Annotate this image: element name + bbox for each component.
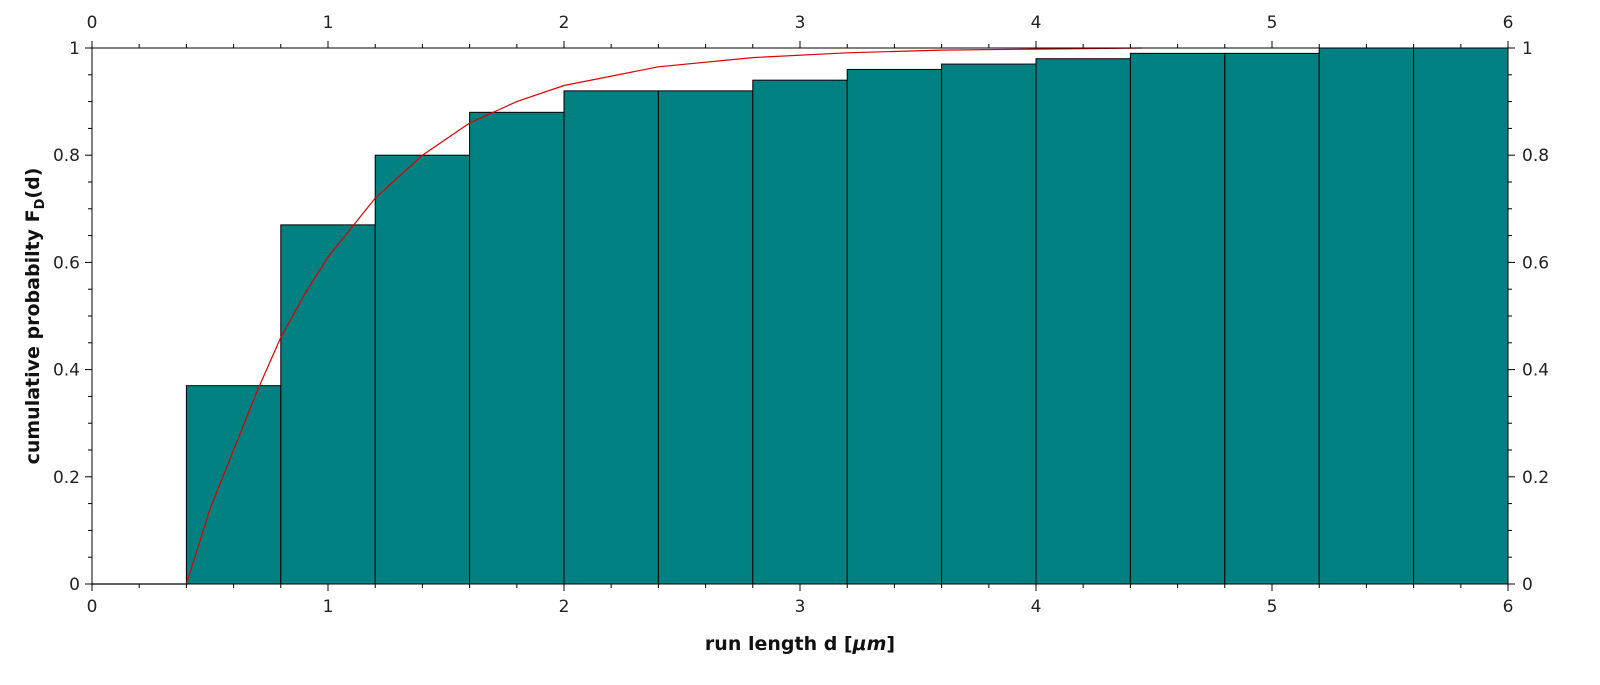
x-axis-title-prefix: run length d [ — [705, 633, 853, 655]
y-right-tick-label: 0.6 — [1522, 253, 1549, 273]
x-top-tick-label: 5 — [1267, 13, 1278, 33]
x-tick-label: 4 — [1031, 597, 1042, 617]
y-tick-label: 0.4 — [53, 361, 80, 381]
x-tick-label: 5 — [1267, 597, 1278, 617]
histogram-bar — [374, 154, 471, 585]
axis-ticks — [85, 41, 1515, 591]
x-top-tick-label: 3 — [795, 13, 806, 33]
x-top-tick-label: 4 — [1031, 13, 1042, 33]
histogram-bar — [280, 224, 376, 585]
histogram-bar — [563, 90, 659, 585]
y-tick-label: 1 — [69, 39, 80, 59]
y-right-tick-label: 0.8 — [1522, 146, 1549, 166]
x-tick-label: 2 — [559, 597, 570, 617]
y-axis-title-suffix: (d) — [22, 168, 44, 199]
x-tick-label: 6 — [1503, 597, 1514, 617]
x-top-tick-label: 0 — [87, 13, 98, 33]
histogram-bar — [185, 385, 282, 585]
histogram-bar — [846, 68, 943, 585]
x-axis-title: run length d [μm] — [705, 633, 895, 655]
fitted-curve-layer — [185, 47, 1143, 585]
x-top-tick-label: 1 — [323, 13, 334, 33]
y-right-tick-label: 0 — [1522, 575, 1533, 595]
x-tick-label: 1 — [323, 597, 334, 617]
y-tick-label: 0.6 — [53, 253, 80, 273]
histogram-bar — [1413, 47, 1509, 585]
histogram-bars — [185, 47, 1509, 585]
y-right-tick-label: 0.4 — [1522, 361, 1549, 381]
y-axis-title: cumulative probabilty FD(d) — [22, 168, 48, 465]
x-top-tick-label: 2 — [559, 13, 570, 33]
histogram-bar — [1318, 47, 1415, 585]
x-tick-label: 0 — [87, 597, 98, 617]
y-right-tick-label: 0.2 — [1522, 468, 1549, 488]
y-axis-title-prefix: cumulative probabilty F — [22, 209, 44, 464]
x-top-tick-label: 6 — [1503, 13, 1514, 33]
histogram-bar — [1224, 52, 1320, 585]
x-axis-title-unit: μm — [852, 633, 887, 655]
y-tick-label: 0 — [69, 575, 80, 595]
histogram-bar — [469, 111, 565, 585]
fitted-cdf-curve — [185, 47, 1143, 585]
histogram-bar — [1129, 52, 1226, 585]
x-tick-label: 3 — [795, 597, 806, 617]
histogram-bar — [657, 90, 754, 585]
y-axis-title-subscript: D — [33, 198, 48, 209]
histogram-bar — [1035, 58, 1131, 585]
x-axis-title-suffix: ] — [886, 633, 895, 655]
y-tick-label: 0.8 — [53, 146, 80, 166]
y-tick-label: 0.2 — [53, 468, 80, 488]
histogram-bar — [941, 63, 1037, 585]
y-right-tick-label: 1 — [1522, 39, 1533, 59]
histogram-bar — [752, 79, 848, 585]
